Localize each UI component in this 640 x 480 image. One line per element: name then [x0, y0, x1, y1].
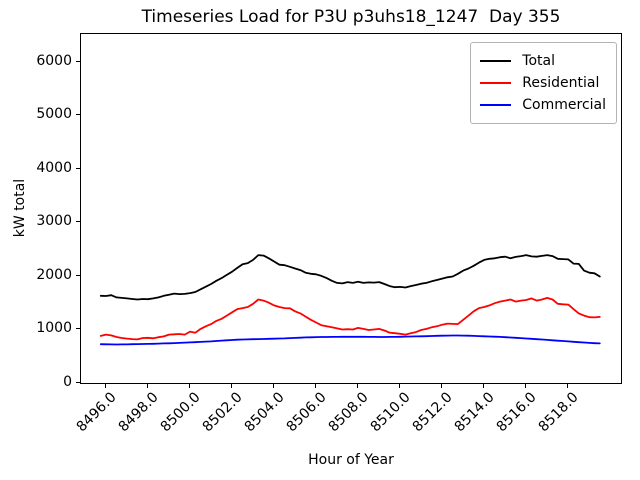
y-tick-mark [76, 60, 80, 62]
x-tick-mark [357, 384, 359, 388]
y-tick-label: 5000 [36, 106, 72, 123]
y-tick-mark [76, 274, 80, 276]
x-tick-label: 8498.0 [115, 389, 162, 436]
plot-area: Total Residential Commercial [80, 33, 622, 384]
legend-label: Residential [522, 75, 600, 91]
y-tick-mark [76, 382, 80, 383]
series-line-total [99, 254, 601, 301]
x-tick-mark [273, 384, 275, 388]
x-tick-mark [399, 384, 401, 388]
x-tick-mark [483, 384, 485, 388]
x-tick-label: 8508.0 [325, 389, 372, 436]
x-tick-mark [231, 384, 233, 388]
y-tick-mark [76, 221, 80, 223]
x-tick-label: 8510.0 [367, 389, 414, 436]
x-tick-mark [315, 384, 317, 388]
legend-label: Total [522, 53, 555, 69]
chart-title: Timeseries Load for P3U p3uhs18_1247 Day… [141, 7, 561, 27]
legend-line-swatch [480, 82, 512, 84]
y-tick-label: 2000 [36, 266, 72, 283]
legend-item-residential: Residential [480, 72, 606, 94]
x-tick-label: 8514.0 [451, 389, 498, 436]
y-tick-label: 4000 [36, 159, 72, 176]
y-tick-label: 3000 [36, 213, 72, 230]
x-tick-label: 8518.0 [535, 389, 582, 436]
legend: Total Residential Commercial [470, 42, 617, 124]
x-tick-label: 8500.0 [157, 389, 204, 436]
legend-line-swatch [480, 104, 512, 106]
x-axis-label: Hour of Year [308, 452, 394, 468]
x-tick-label: 8504.0 [241, 389, 288, 436]
legend-item-commercial: Commercial [480, 94, 606, 116]
x-tick-mark [567, 384, 569, 388]
series-line-residential [99, 296, 601, 341]
x-tick-label: 8516.0 [493, 389, 540, 436]
plot-lines [99, 254, 601, 346]
x-tick-mark [189, 384, 191, 388]
legend-line-swatch [480, 60, 512, 62]
x-tick-label: 8506.0 [283, 389, 330, 436]
y-axis-label: kW total [12, 178, 28, 238]
x-tick-mark [525, 384, 527, 388]
y-tick-mark [76, 328, 80, 330]
y-tick-label: 6000 [36, 52, 72, 69]
legend-item-total: Total [480, 50, 606, 72]
series-line-commercial [99, 334, 601, 346]
legend-label: Commercial [522, 97, 606, 113]
x-tick-label: 8512.0 [409, 389, 456, 436]
x-tick-mark [147, 384, 149, 388]
x-tick-mark [105, 384, 106, 388]
y-tick-label: 1000 [36, 320, 72, 337]
y-tick-mark [76, 114, 80, 116]
x-tick-label: 8496.0 [73, 389, 120, 436]
x-tick-label: 8502.0 [199, 389, 246, 436]
y-tick-label: 0 [63, 374, 72, 390]
y-tick-mark [76, 167, 80, 169]
x-tick-mark [441, 384, 443, 388]
